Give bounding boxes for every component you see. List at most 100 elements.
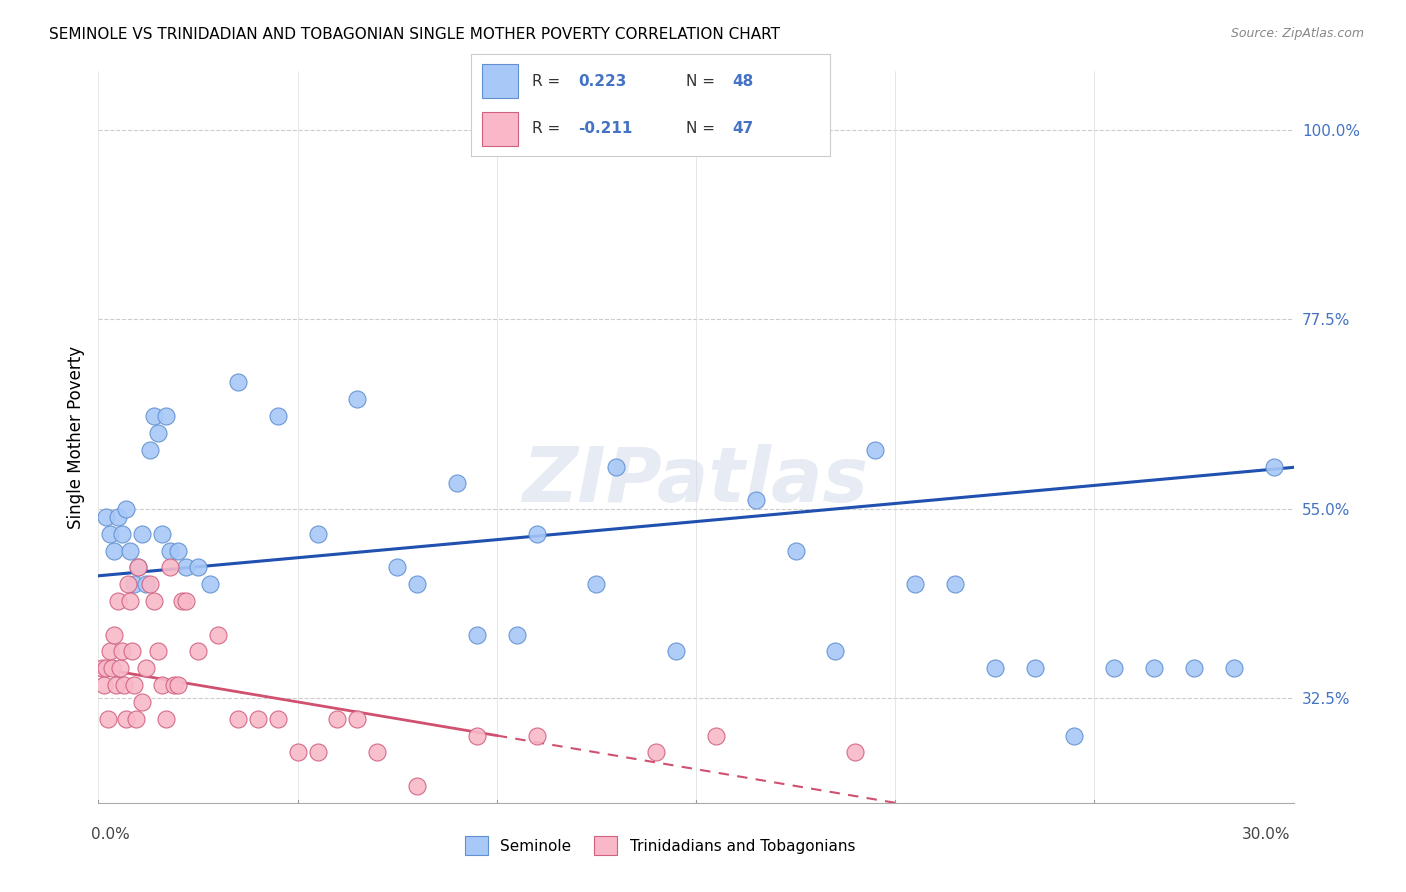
Text: N =: N =	[686, 74, 720, 88]
Point	[406, 779, 429, 793]
Text: N =: N =	[686, 121, 720, 136]
Point	[101, 661, 124, 675]
Text: Source: ZipAtlas.com: Source: ZipAtlas.com	[1230, 27, 1364, 40]
Text: 0.223: 0.223	[579, 74, 627, 88]
Text: 47: 47	[733, 121, 754, 136]
Point	[148, 425, 170, 440]
Point	[246, 712, 269, 726]
Point	[139, 577, 162, 591]
Point	[155, 712, 177, 726]
Point	[526, 526, 548, 541]
Point	[174, 560, 197, 574]
Point	[135, 577, 157, 591]
Text: -0.211: -0.211	[579, 121, 633, 136]
Point	[267, 409, 290, 423]
Point	[115, 712, 138, 726]
Point	[111, 644, 134, 658]
Point	[167, 678, 190, 692]
Point	[172, 594, 194, 608]
Point	[117, 577, 139, 591]
Legend: Seminole, Trinidadians and Tobagonians: Seminole, Trinidadians and Tobagonians	[460, 830, 860, 861]
Point	[174, 594, 197, 608]
Point	[139, 442, 162, 457]
Point	[121, 644, 143, 658]
Point	[307, 526, 329, 541]
Point	[406, 577, 429, 591]
Point	[167, 543, 190, 558]
Point	[127, 560, 149, 574]
Point	[112, 678, 135, 692]
Point	[125, 712, 148, 726]
Point	[159, 560, 181, 574]
Point	[446, 476, 468, 491]
Point	[226, 712, 249, 726]
Point	[346, 712, 368, 726]
Point	[366, 745, 388, 759]
Point	[97, 712, 120, 726]
Text: 30.0%: 30.0%	[1243, 827, 1291, 841]
Point	[155, 409, 177, 423]
Text: ZIPatlas: ZIPatlas	[523, 444, 869, 518]
Point	[1223, 661, 1246, 675]
Point	[187, 560, 209, 574]
Point	[385, 560, 409, 574]
Point	[465, 729, 488, 743]
Point	[198, 577, 221, 591]
Point	[110, 661, 132, 675]
Point	[207, 627, 229, 641]
Point	[120, 594, 142, 608]
Point	[127, 560, 149, 574]
Point	[93, 678, 115, 692]
Point	[1263, 459, 1285, 474]
Point	[585, 577, 607, 591]
Point	[135, 661, 157, 675]
Point	[124, 678, 146, 692]
Point	[1104, 661, 1126, 675]
Point	[163, 678, 186, 692]
Point	[904, 577, 927, 591]
Point	[605, 459, 627, 474]
Point	[131, 526, 153, 541]
Point	[143, 409, 166, 423]
Point	[704, 729, 727, 743]
Point	[745, 493, 768, 508]
Point	[943, 577, 966, 591]
Bar	[482, 64, 517, 97]
Point	[1182, 661, 1205, 675]
Point	[115, 501, 138, 516]
Point	[107, 594, 129, 608]
Point	[111, 526, 134, 541]
Point	[143, 594, 166, 608]
Point	[506, 627, 529, 641]
Y-axis label: Single Mother Poverty: Single Mother Poverty	[66, 345, 84, 529]
Point	[159, 543, 181, 558]
Point	[120, 543, 142, 558]
Point	[131, 695, 153, 709]
Point	[267, 712, 290, 726]
Point	[346, 392, 368, 407]
Point	[150, 526, 173, 541]
Point	[150, 678, 173, 692]
Text: R =: R =	[531, 121, 565, 136]
Point	[844, 745, 866, 759]
Point	[984, 661, 1007, 675]
Point	[124, 577, 146, 591]
Point	[307, 745, 329, 759]
Point	[1024, 661, 1046, 675]
Point	[824, 644, 846, 658]
Point	[526, 729, 548, 743]
Text: 0.0%: 0.0%	[91, 827, 131, 841]
Point	[103, 627, 125, 641]
Point	[645, 745, 668, 759]
Point	[98, 644, 122, 658]
Point	[96, 510, 118, 524]
Text: 48: 48	[733, 74, 754, 88]
Point	[226, 376, 249, 390]
Point	[91, 661, 114, 675]
Point	[107, 510, 129, 524]
Text: R =: R =	[531, 74, 565, 88]
Point	[148, 644, 170, 658]
Bar	[482, 112, 517, 145]
Point	[665, 644, 688, 658]
Point	[865, 442, 887, 457]
